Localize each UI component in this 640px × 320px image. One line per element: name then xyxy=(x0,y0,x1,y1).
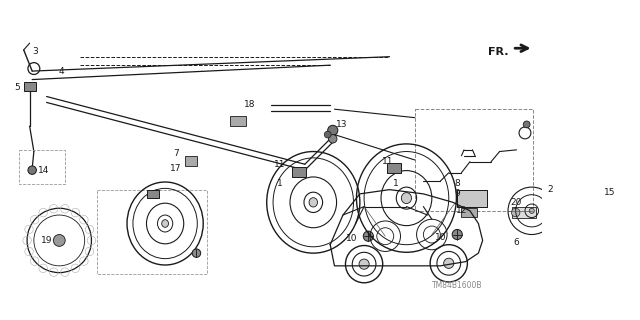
Text: FR.: FR. xyxy=(488,47,509,58)
Text: 6: 6 xyxy=(514,238,520,247)
Text: 11: 11 xyxy=(382,157,394,166)
Ellipse shape xyxy=(309,198,317,207)
Text: 15: 15 xyxy=(604,188,616,197)
Text: 9: 9 xyxy=(454,189,460,198)
Circle shape xyxy=(53,235,65,246)
Text: 2: 2 xyxy=(548,185,553,194)
Ellipse shape xyxy=(401,193,412,204)
Text: 17: 17 xyxy=(170,164,182,173)
Text: 3: 3 xyxy=(33,47,38,56)
Text: 12: 12 xyxy=(456,206,467,215)
Bar xyxy=(292,167,306,177)
Polygon shape xyxy=(457,190,487,207)
Text: 10: 10 xyxy=(435,233,446,242)
Bar xyxy=(24,82,36,91)
Text: 20: 20 xyxy=(511,198,522,207)
Circle shape xyxy=(192,249,201,257)
Text: 13: 13 xyxy=(335,120,347,129)
Bar xyxy=(184,156,197,166)
Circle shape xyxy=(529,208,534,213)
Text: 1: 1 xyxy=(394,179,399,188)
Bar xyxy=(461,208,477,217)
Bar xyxy=(387,163,401,173)
Circle shape xyxy=(28,166,36,174)
Bar xyxy=(19,150,65,184)
Bar xyxy=(512,207,536,219)
Text: 19: 19 xyxy=(41,236,52,245)
Circle shape xyxy=(524,121,530,128)
Text: 14: 14 xyxy=(38,166,50,175)
Bar xyxy=(457,190,487,207)
Text: 10: 10 xyxy=(346,234,357,243)
Bar xyxy=(97,190,207,274)
Bar xyxy=(147,190,159,198)
Text: 8: 8 xyxy=(454,179,460,188)
Circle shape xyxy=(328,125,338,135)
Text: 5: 5 xyxy=(14,83,20,92)
Circle shape xyxy=(511,208,520,217)
Bar xyxy=(230,116,246,126)
Circle shape xyxy=(444,258,454,268)
Text: TM84B1600B: TM84B1600B xyxy=(432,281,483,290)
Text: 7: 7 xyxy=(173,149,179,158)
Circle shape xyxy=(364,231,373,241)
Circle shape xyxy=(359,259,369,269)
Text: 11: 11 xyxy=(274,160,285,169)
Circle shape xyxy=(324,131,331,138)
Text: 18: 18 xyxy=(244,100,255,109)
Circle shape xyxy=(452,229,462,240)
Bar xyxy=(415,109,534,211)
Circle shape xyxy=(328,135,337,143)
Text: 4: 4 xyxy=(58,67,64,76)
Text: 1: 1 xyxy=(276,179,282,188)
Ellipse shape xyxy=(162,220,168,227)
